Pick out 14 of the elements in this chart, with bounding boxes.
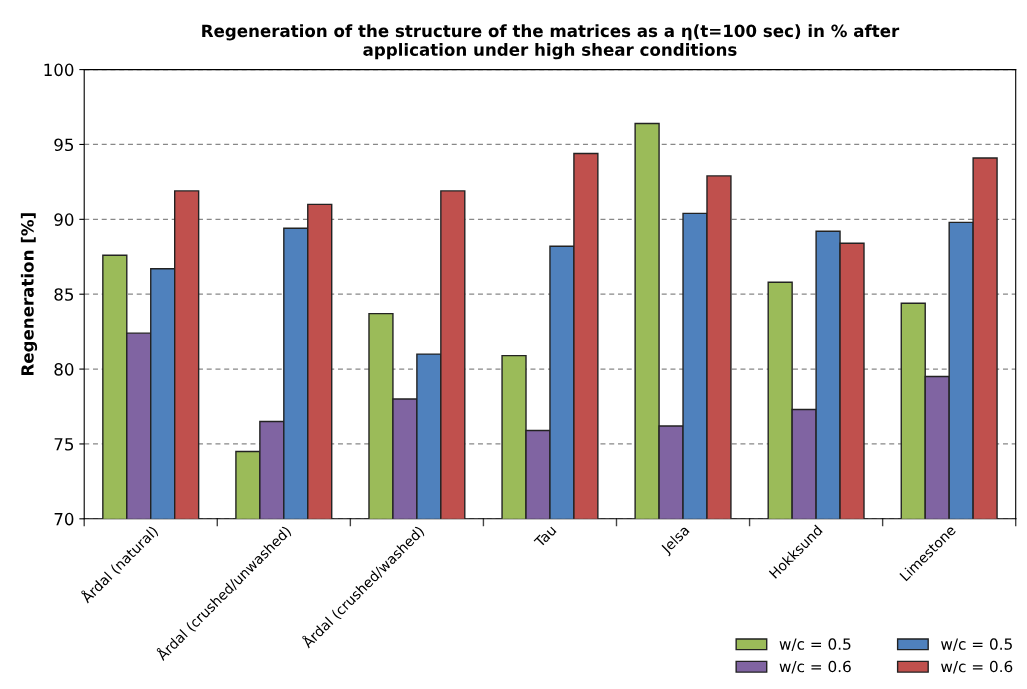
x-tick-label: Tau [533, 524, 557, 548]
y-axis-title: Regeneration [%] [20, 213, 38, 376]
y-tick-label: 95 [54, 138, 74, 152]
y-tick-label: 100 [44, 63, 74, 77]
legend-label: w/c = 0.5 [941, 638, 1012, 652]
y-tick-label: 85 [54, 288, 74, 301]
y-tick-label: 75 [54, 438, 74, 451]
y-tick-label: 70 [54, 512, 74, 526]
y-tick-label: 80 [54, 363, 74, 376]
legend-label: w/c = 0.6 [779, 660, 851, 674]
chart-title: Regeneration of the structure of the matrices as a η(t=100 sec) in % after application under high shear conditions [202, 24, 900, 60]
legend-label: w/c = 0.5 [779, 638, 851, 652]
legend-label: w/c = 0.6 [941, 660, 1013, 674]
y-tick-label: 90 [54, 213, 74, 226]
